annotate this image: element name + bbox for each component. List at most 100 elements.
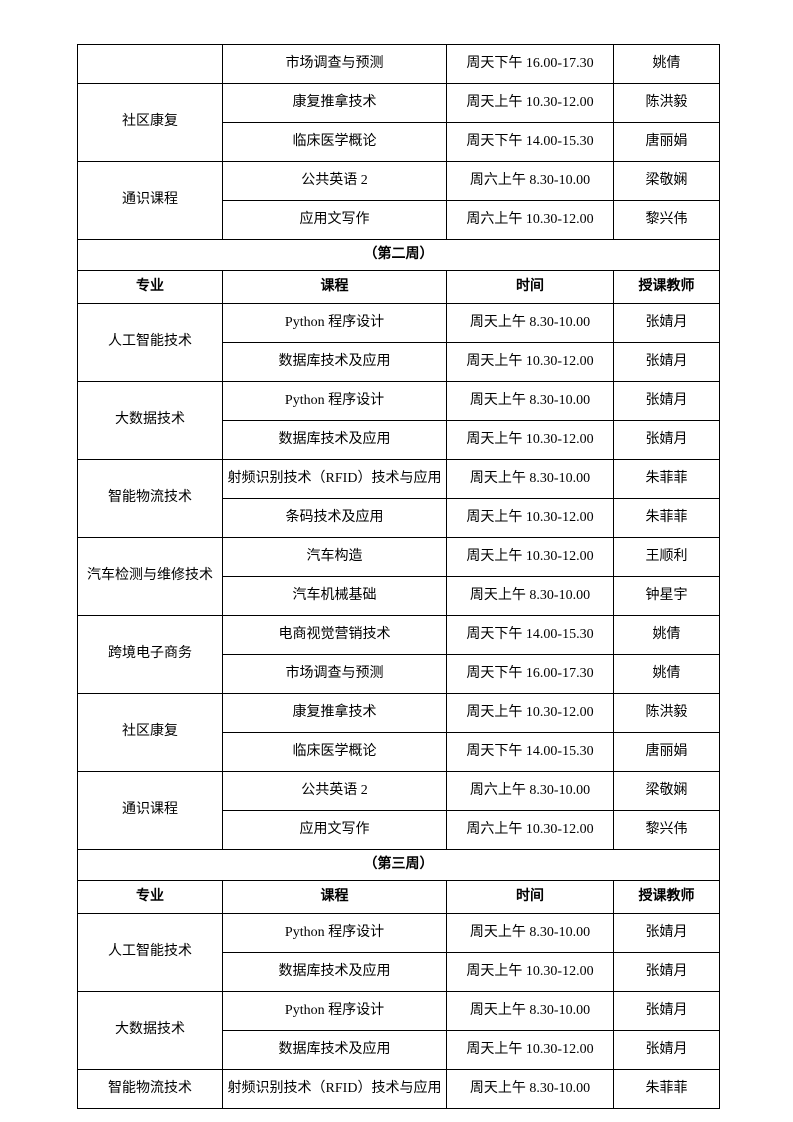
table-row: 汽车检测与维修技术 汽车构造 周天上午 10.30-12.00 王顺利 (77, 537, 720, 616)
column-header: 授课教师 (613, 880, 720, 914)
time-cell: 周天上午 10.30-12.00 (446, 342, 614, 382)
time-cell: 周天上午 10.30-12.00 (446, 537, 614, 577)
course-cell: 射频识别技术（RFID）技术与应用 (222, 1069, 447, 1109)
teacher-cell: 张婧月 (613, 303, 720, 343)
course-cell: 公共英语 2 (222, 771, 447, 811)
table-row: 跨境电子商务 电商视觉营销技术 周天下午 14.00-15.30 姚倩 (77, 615, 720, 694)
time-cell: 周天上午 10.30-12.00 (446, 498, 614, 538)
week-separator-row: （第三周） (77, 849, 720, 881)
course-cell: 数据库技术及应用 (222, 342, 447, 382)
major-cell (77, 44, 223, 84)
table-row: 智能物流技术 射频识别技术（RFID）技术与应用 周天上午 8.30-10.00 朱菲… (77, 1069, 720, 1109)
column-header: 专业 (77, 270, 223, 304)
week-title: （第三周） (77, 849, 720, 881)
course-cell: 数据库技术及应用 (222, 420, 447, 460)
time-cell: 周天上午 10.30-12.00 (446, 83, 614, 123)
course-cell: 市场调查与预测 (222, 654, 447, 694)
teacher-cell: 梁敬娴 (613, 771, 720, 811)
time-cell: 周天上午 10.30-12.00 (446, 1030, 614, 1070)
course-cell: 汽车机械基础 (222, 576, 447, 616)
course-cell: 临床医学概论 (222, 732, 447, 772)
course-cell: 射频识别技术（RFID）技术与应用 (222, 459, 447, 499)
teacher-cell: 姚倩 (613, 654, 720, 694)
teacher-cell: 王顺利 (613, 537, 720, 577)
teacher-cell: 黎兴伟 (613, 200, 720, 240)
table-row: 临床医学概论 周天下午 14.00-15.30 唐丽娟 (78, 732, 720, 772)
major-cell: 跨境电子商务 (77, 615, 223, 694)
course-cell: 应用文写作 (222, 810, 447, 850)
teacher-cell: 朱菲菲 (613, 1069, 720, 1109)
major-cell: 通识课程 (77, 161, 223, 240)
column-header: 课程 (222, 880, 447, 914)
column-header: 专业 (77, 880, 223, 914)
table-row: 通识课程 公共英语 2 周六上午 8.30-10.00 梁敬娴 (77, 771, 720, 850)
table-row: 智能物流技术 射频识别技术（RFID）技术与应用 周天上午 8.30-10.00 朱菲… (77, 459, 720, 538)
course-cell: Python 程序设计 (222, 991, 447, 1031)
time-cell: 周天下午 14.00-15.30 (446, 615, 614, 655)
time-cell: 周天下午 14.00-15.30 (446, 122, 614, 162)
course-cell: Python 程序设计 (222, 381, 447, 421)
course-cell: 康复推拿技术 (222, 693, 447, 733)
major-cell: 社区康复 (77, 693, 223, 772)
time-cell: 周天上午 8.30-10.00 (446, 303, 614, 343)
course-cell: 汽车构造 (222, 537, 447, 577)
time-cell: 周六上午 8.30-10.00 (446, 771, 614, 811)
teacher-cell: 唐丽娟 (613, 122, 720, 162)
major-cell: 社区康复 (77, 83, 223, 162)
table-row: 数据库技术及应用 周天上午 10.30-12.00 张婧月 (78, 952, 720, 992)
teacher-cell: 张婧月 (613, 991, 720, 1031)
table-row: 人工智能技术 Python 程序设计 周天上午 8.30-10.00 张婧月 (77, 303, 720, 382)
column-header: 时间 (446, 880, 614, 914)
table-row: 应用文写作 周六上午 10.30-12.00 黎兴伟 (78, 810, 720, 850)
table-row: 应用文写作 周六上午 10.30-12.00 黎兴伟 (78, 200, 720, 240)
table-row: 临床医学概论 周天下午 14.00-15.30 唐丽娟 (78, 122, 720, 162)
time-cell: 周天下午 14.00-15.30 (446, 732, 614, 772)
teacher-cell: 张婧月 (613, 420, 720, 460)
course-cell: 数据库技术及应用 (222, 952, 447, 992)
major-cell: 智能物流技术 (77, 1069, 223, 1109)
major-cell: 人工智能技术 (77, 303, 223, 382)
course-cell: 应用文写作 (222, 200, 447, 240)
teacher-cell: 梁敬娴 (613, 161, 720, 201)
course-cell: Python 程序设计 (222, 913, 447, 953)
major-cell: 通识课程 (77, 771, 223, 850)
course-cell: 条码技术及应用 (222, 498, 447, 538)
teacher-cell: 朱菲菲 (613, 459, 720, 499)
table-row: 条码技术及应用 周天上午 10.30-12.00 朱菲菲 (78, 498, 720, 538)
teacher-cell: 钟星宇 (613, 576, 720, 616)
table-row: 市场调查与预测 周天下午 16.00-17.30 姚倩 (78, 654, 720, 694)
time-cell: 周六上午 8.30-10.00 (446, 161, 614, 201)
time-cell: 周六上午 10.30-12.00 (446, 810, 614, 850)
teacher-cell: 陈洪毅 (613, 693, 720, 733)
major-cell: 智能物流技术 (77, 459, 223, 538)
time-cell: 周天上午 10.30-12.00 (446, 952, 614, 992)
teacher-cell: 朱菲菲 (613, 498, 720, 538)
column-header: 时间 (446, 270, 614, 304)
teacher-cell: 张婧月 (613, 1030, 720, 1070)
schedule-body: 市场调查与预测 周天下午 16.00-17.30 姚倩 社区康复 康复推拿技术 周天上午 … (77, 44, 720, 1109)
teacher-cell: 张婧月 (613, 913, 720, 953)
course-cell: Python 程序设计 (222, 303, 447, 343)
time-cell: 周天上午 8.30-10.00 (446, 991, 614, 1031)
time-cell: 周天上午 8.30-10.00 (446, 459, 614, 499)
week-separator-row: （第二周） (77, 239, 720, 271)
time-cell: 周天上午 8.30-10.00 (446, 576, 614, 616)
table-row: 数据库技术及应用 周天上午 10.30-12.00 张婧月 (78, 420, 720, 460)
course-cell: 康复推拿技术 (222, 83, 447, 123)
major-cell: 大数据技术 (77, 991, 223, 1070)
table-row: 数据库技术及应用 周天上午 10.30-12.00 张婧月 (78, 1030, 720, 1070)
time-cell: 周天下午 16.00-17.30 (446, 654, 614, 694)
teacher-cell: 陈洪毅 (613, 83, 720, 123)
major-cell: 汽车检测与维修技术 (77, 537, 223, 616)
major-cell: 大数据技术 (77, 381, 223, 460)
table-header-row: 专业 课程 时间 授课教师 (77, 880, 720, 914)
table-row: 通识课程 公共英语 2 周六上午 8.30-10.00 梁敬娴 (77, 161, 720, 240)
table-header-row: 专业 课程 时间 授课教师 (77, 270, 720, 304)
table-row: 人工智能技术 Python 程序设计 周天上午 8.30-10.00 张婧月 (77, 913, 720, 992)
course-schedule-table: 市场调查与预测 周天下午 16.00-17.30 姚倩 社区康复 康复推拿技术 周天上午 … (77, 44, 720, 1109)
teacher-cell: 张婧月 (613, 342, 720, 382)
teacher-cell: 姚倩 (613, 615, 720, 655)
time-cell: 周天上午 10.30-12.00 (446, 420, 614, 460)
time-cell: 周六上午 10.30-12.00 (446, 200, 614, 240)
